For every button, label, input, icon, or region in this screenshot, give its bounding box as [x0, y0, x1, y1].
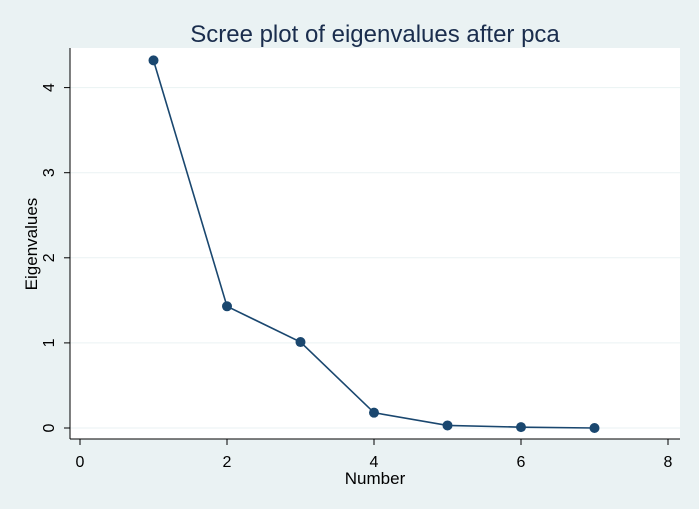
plot-area: [70, 48, 680, 439]
y-tick-label: 1: [41, 338, 58, 347]
x-tick-label: 8: [664, 454, 673, 471]
y-tick-label: 3: [41, 168, 58, 177]
y-tick-label: 2: [41, 253, 58, 262]
data-point: [516, 422, 526, 433]
x-tick-label: 2: [223, 454, 232, 471]
x-axis-label: Number: [345, 469, 406, 488]
x-tick-label: 4: [370, 454, 379, 471]
data-point: [148, 55, 159, 66]
data-point: [295, 337, 306, 348]
data-point: [442, 420, 453, 431]
y-tick-label: 4: [41, 83, 58, 92]
y-axis-label: Eigenvalues: [22, 198, 41, 291]
data-point: [589, 423, 600, 433]
x-tick-label: 0: [76, 454, 85, 471]
chart-title: Scree plot of eigenvalues after pca: [190, 21, 560, 48]
data-point: [222, 301, 232, 312]
axes: [69, 48, 680, 440]
y-tick-label: 0: [41, 423, 58, 432]
data-point: [369, 407, 379, 418]
x-tick-label: 6: [517, 454, 526, 471]
tick-marks: 0 2 4 6 8 0 1 2 3 4: [41, 83, 673, 471]
data-markers: [148, 55, 600, 433]
